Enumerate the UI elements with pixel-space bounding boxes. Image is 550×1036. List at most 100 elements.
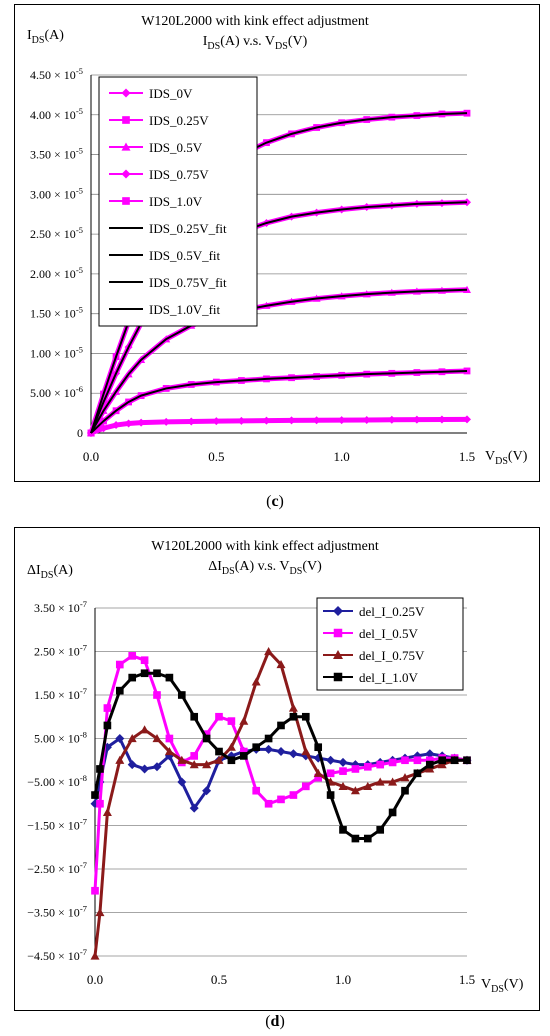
data-point-d — [450, 756, 459, 765]
data-point-d — [401, 756, 409, 765]
data-point-c — [124, 419, 133, 428]
y-tick-label-c: 3.00 × 10-5 — [30, 185, 83, 201]
x-tick-label-d: 0.5 — [211, 972, 227, 987]
y-tick-label-d: −4.50 × 10-7 — [27, 947, 87, 963]
data-point-d — [226, 751, 236, 761]
y-tick-label-d: −1.50 × 10-7 — [27, 817, 87, 833]
data-point-d — [164, 747, 174, 756]
data-point-d — [388, 808, 397, 817]
data-point-d — [338, 757, 348, 767]
data-point-d — [412, 751, 422, 761]
data-point-d — [326, 755, 336, 765]
data-point-d — [115, 755, 125, 764]
data-point-d — [215, 712, 223, 721]
legend-swatch-d — [333, 672, 343, 682]
data-point-d — [425, 764, 435, 773]
data-point-d — [127, 760, 137, 770]
data-point-d — [351, 765, 360, 773]
legend-label-d: del_I_1.0V — [359, 670, 418, 685]
data-point-d — [91, 886, 99, 895]
data-point-d — [152, 734, 162, 743]
data-point-c — [412, 415, 421, 424]
data-point-c — [237, 416, 246, 425]
data-point-d — [314, 743, 323, 752]
data-point-c — [287, 416, 296, 425]
data-point-c — [362, 415, 371, 424]
data-point-d — [239, 747, 248, 756]
legend-label-c: IDS_0.25V — [149, 113, 209, 128]
data-point-d — [363, 762, 372, 771]
data-point-d — [214, 755, 224, 764]
data-point-d — [153, 669, 161, 678]
data-point-d — [215, 747, 223, 756]
data-point-d — [413, 769, 422, 778]
data-point-c — [312, 416, 321, 425]
data-point-d — [115, 686, 124, 695]
data-point-d — [264, 647, 274, 656]
legend-label-c: IDS_0.75V_fit — [149, 275, 227, 290]
chart-d-legend: del_I_0.25V del_I_0.5V del_I_0.75V del_I_1.… — [316, 597, 464, 691]
data-point-d — [289, 712, 298, 721]
data-point-d — [189, 760, 199, 769]
y-tick-label-d: 2.50 × 10-7 — [34, 643, 88, 659]
chart-c-tick-labels: 0 5.00 × 10-6 1.00 × 10-5 1.50 × 10-5 2.00 ×… — [30, 66, 475, 464]
data-point-d — [326, 769, 335, 778]
y-tick-label-c: 1.50 × 10-5 — [30, 305, 83, 321]
y-tick-label-c: 3.50 × 10-5 — [30, 146, 83, 162]
y-tick-label-c: 0 — [77, 426, 83, 440]
data-point-d — [276, 660, 286, 669]
legend-label-c: IDS_1.0V_fit — [149, 302, 221, 317]
data-point-d — [140, 656, 149, 665]
data-point-d — [277, 795, 285, 804]
legend-label-d: del_I_0.5V — [359, 626, 418, 641]
data-point-d — [288, 703, 298, 712]
data-point-d — [425, 749, 435, 759]
data-point-d — [177, 777, 187, 787]
chart-c-ylabel: IDS(A) — [27, 28, 64, 46]
legend-swatch-d — [333, 606, 343, 616]
data-point-d — [277, 721, 285, 730]
data-point-d — [202, 730, 211, 738]
data-point-c — [463, 415, 471, 424]
data-point-d — [350, 786, 360, 795]
legend-swatch-c — [122, 116, 130, 124]
data-point-d — [102, 807, 112, 817]
chart-panel-c: W120L2000 with kink effect adjustment ID… — [14, 4, 540, 482]
data-point-d — [226, 742, 236, 751]
data-point-d — [103, 704, 112, 712]
legend-label-c: IDS_1.0V — [149, 194, 203, 209]
data-point-d — [251, 677, 261, 686]
chart-d-xlabel: VDS(V) — [481, 977, 524, 995]
x-tick-label-c: 0.5 — [208, 449, 224, 464]
data-point-d — [338, 781, 348, 790]
chart-d-svg: W120L2000 with kink effect adjustment ΔI… — [27, 539, 524, 995]
x-tick-label-c: 0.0 — [83, 449, 99, 464]
chart-c-title: W120L2000 with kink effect adjustment — [141, 14, 369, 29]
data-point-d — [413, 756, 422, 765]
chart-panel-d: W120L2000 with kink effect adjustment ΔI… — [14, 527, 540, 1011]
chart-d-ylabel: ΔIDS(A) — [27, 563, 73, 581]
data-point-d — [289, 791, 298, 799]
x-tick-label-d: 0.0 — [87, 972, 103, 987]
data-point-d — [96, 765, 104, 773]
data-point-d — [376, 826, 385, 834]
data-point-d — [264, 734, 273, 743]
y-tick-label-d: −2.50 × 10-7 — [27, 860, 87, 876]
data-point-d — [227, 756, 236, 765]
data-point-d — [376, 760, 385, 769]
data-point-d — [388, 777, 398, 786]
data-point-d — [227, 717, 236, 725]
data-point-d — [127, 734, 137, 743]
y-tick-label-d: −5.00 × 10-8 — [27, 773, 87, 789]
legend-label-d: del_I_0.75V — [359, 648, 425, 663]
legend-label-c: IDS_0.25V_fit — [149, 221, 227, 236]
data-point-d — [276, 747, 286, 757]
data-point-d — [165, 734, 174, 743]
data-point-d — [140, 669, 149, 678]
data-point-d — [128, 652, 137, 660]
data-point-d — [177, 755, 187, 764]
data-point-d — [91, 791, 99, 799]
data-point-d — [388, 758, 397, 767]
legend-swatch-c — [122, 197, 130, 205]
y-tick-label-d: 3.50 × 10-7 — [34, 599, 88, 615]
